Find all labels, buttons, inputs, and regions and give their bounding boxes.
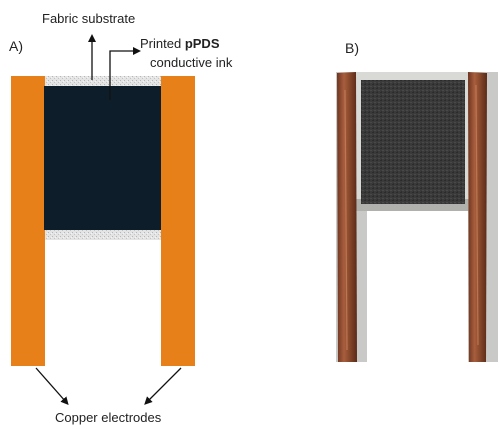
photo-right-copper-highlight — [475, 84, 479, 346]
fabric-substrate-label: Fabric substrate — [42, 11, 136, 26]
printed-ppds-ink — [44, 86, 161, 230]
right-copper-electrode — [161, 76, 195, 366]
panel-a-label: A) — [9, 38, 23, 54]
left-electrode-arrow — [35, 367, 69, 405]
panel-b-label: B) — [345, 40, 359, 56]
photo-left-copper-tape — [337, 72, 357, 362]
printed-ink-label: Printed pPDS — [140, 36, 219, 52]
left-copper-electrode — [11, 76, 45, 366]
printed-ink-label-line2: conductive ink — [150, 55, 233, 70]
photo-conductive-ink — [361, 80, 465, 204]
printed-ink-label-prefix: Printed — [140, 36, 185, 51]
printed-ink-label-bold: pPDS — [184, 36, 220, 51]
right-electrode-arrow — [144, 367, 182, 405]
ink-arrow — [109, 47, 141, 100]
photo-left-copper-highlight — [344, 89, 348, 351]
photo-fabric-opening — [366, 211, 470, 362]
copper-electrodes-label: Copper electrodes — [55, 410, 162, 425]
